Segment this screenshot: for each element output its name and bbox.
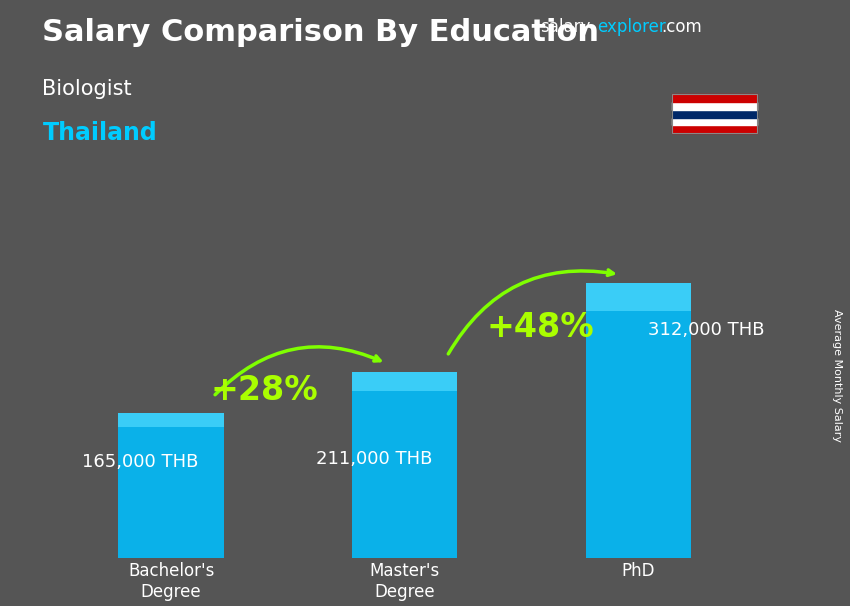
Bar — [586, 284, 691, 311]
Text: Thailand: Thailand — [42, 121, 157, 145]
Text: .com: .com — [661, 18, 702, 36]
Bar — [352, 372, 457, 391]
Text: Average Monthly Salary: Average Monthly Salary — [832, 309, 842, 442]
Text: explorer: explorer — [598, 18, 666, 36]
Text: Salary Comparison By Education: Salary Comparison By Education — [42, 18, 599, 47]
Text: salary: salary — [540, 18, 590, 36]
Bar — [118, 413, 224, 558]
Bar — [352, 372, 457, 558]
Text: 211,000 THB: 211,000 THB — [316, 450, 433, 468]
Bar — [672, 125, 756, 133]
Text: +48%: +48% — [486, 311, 594, 344]
Text: +28%: +28% — [211, 374, 319, 407]
Bar — [672, 110, 756, 118]
Bar — [672, 118, 756, 125]
Bar — [672, 94, 756, 102]
Text: 165,000 THB: 165,000 THB — [82, 453, 199, 471]
Bar — [586, 284, 691, 558]
Bar — [118, 413, 224, 427]
Bar — [672, 102, 756, 110]
Text: 312,000 THB: 312,000 THB — [648, 321, 764, 339]
Text: Biologist: Biologist — [42, 79, 132, 99]
